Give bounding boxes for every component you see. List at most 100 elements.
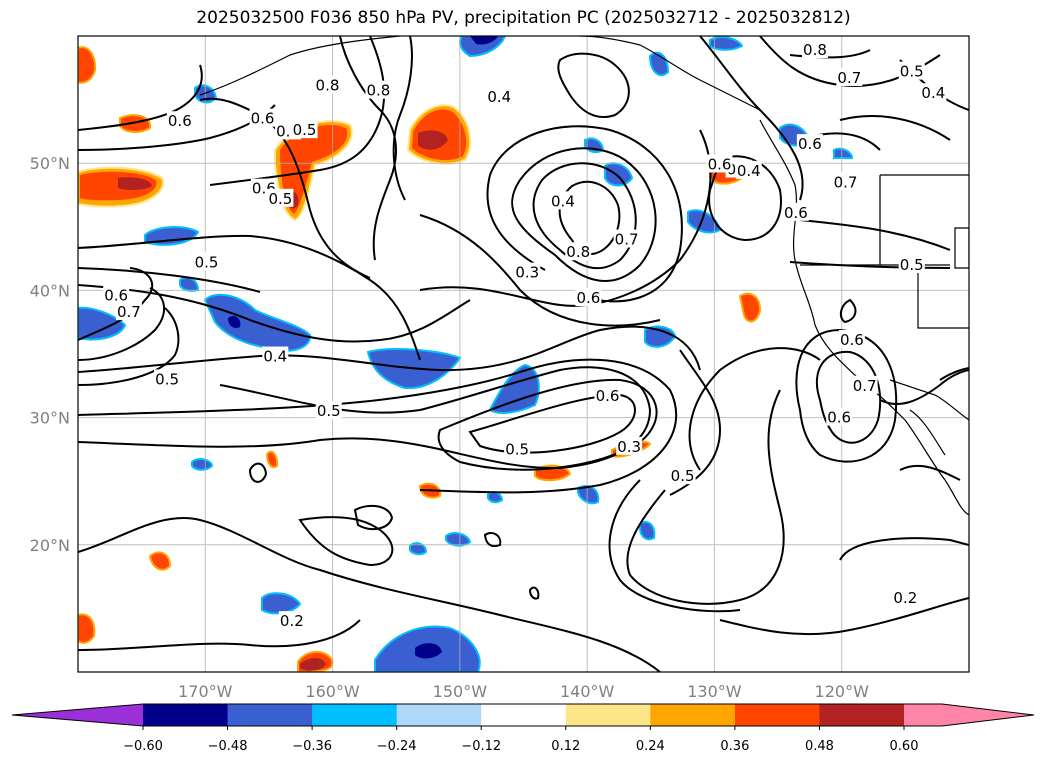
- colorbar-segment: [312, 704, 398, 726]
- contour-label-bg: [892, 588, 919, 607]
- contour-label-bg: [796, 134, 823, 153]
- contour-label-bg: [898, 61, 925, 80]
- contour-label: 0.5: [900, 256, 924, 274]
- contour-label-bg: [898, 254, 925, 273]
- contour-label: 0.3: [617, 438, 641, 456]
- contour-label-bg: [514, 262, 541, 281]
- contour-label-bg: [315, 401, 342, 420]
- contour-label: 0.2: [893, 589, 917, 607]
- contour-label: 0.5: [900, 63, 924, 81]
- plot-frame: [77, 35, 970, 673]
- contour-label-bg: [851, 375, 878, 394]
- colorbar-extend-low: [12, 704, 143, 726]
- contour-label-bg: [166, 111, 193, 130]
- contour-labels: 0.60.70.60.8 0.80.50.60.50.40.40.80.70.60…: [103, 39, 947, 630]
- contour-label: 0.8: [803, 41, 827, 59]
- contour-label: 0.2: [280, 612, 304, 630]
- y-tick-label: 30°N: [30, 409, 70, 428]
- contour-label-bg: [575, 288, 602, 307]
- colorbar-segment: [734, 704, 820, 726]
- contour-label: 0.5: [155, 370, 179, 388]
- colorbar-segment: [650, 704, 736, 726]
- contour-label: 0.5: [505, 440, 529, 458]
- x-axis-ticks: 170°W 160°W 150°W 140°W 130°W 120°W: [178, 682, 869, 701]
- contour-label-bg: [365, 80, 392, 99]
- x-tick-label: 170°W: [178, 682, 233, 701]
- contour-label-bg: [115, 302, 142, 321]
- colorbar-tick-label: 0.12: [551, 739, 580, 754]
- contour-label-bg: [278, 611, 305, 630]
- colorbar-tick-label: −0.12: [461, 739, 501, 754]
- colorbar-segment: [481, 704, 567, 726]
- precipitation-shading: [78, 36, 854, 672]
- contour-label-bg: [314, 75, 341, 94]
- colorbar: −0.60 −0.48 −0.36 −0.24 −0.12 0.12 0.24 0.36 0.4…: [11, 703, 1035, 754]
- colorbar-segment: [565, 704, 651, 726]
- x-tick-label: 160°W: [305, 682, 360, 701]
- contour-label: 0.7: [615, 231, 639, 249]
- contour-label: 0.6: [784, 204, 808, 222]
- contour-label: 0.7: [853, 377, 877, 395]
- colorbar-tick-label: 0.36: [720, 739, 749, 754]
- y-tick-label: 50°N: [30, 154, 70, 173]
- contour-label-bg: [103, 285, 130, 304]
- contour-label: 0.7: [837, 69, 861, 87]
- colorbar-tick-label: −0.36: [292, 739, 332, 754]
- y-tick-label: 40°N: [30, 281, 70, 300]
- contour-label-bg: [669, 466, 696, 485]
- x-tick-label: 130°W: [687, 682, 742, 701]
- contour-label: 0.6: [576, 289, 600, 307]
- x-tick-label: 150°W: [433, 682, 488, 701]
- contour-label: 0.6: [840, 331, 864, 349]
- colorbar-tick-label: −0.24: [377, 739, 417, 754]
- colorbar-segment: [227, 704, 313, 726]
- coastlines: [199, 36, 969, 516]
- contour-label-bg: [832, 172, 859, 191]
- contour-label-bg: [801, 39, 828, 58]
- contour-label: 0.4: [921, 84, 945, 102]
- contour-label-bg: [193, 252, 220, 271]
- contour-label: 0.6: [596, 387, 620, 405]
- contour-label-bg: [249, 108, 276, 127]
- contour-label: 0.6: [104, 286, 128, 304]
- y-tick-label: 20°N: [30, 536, 70, 555]
- contour-label-bg: [565, 242, 592, 261]
- contour-label-bg: [267, 188, 294, 207]
- contour-label: 0.5: [195, 253, 219, 271]
- contour-label-bg: [154, 369, 181, 388]
- contour-label: 0.4: [487, 88, 511, 106]
- contour-label: 0.5: [293, 121, 317, 139]
- contour-label: 0.7: [117, 303, 141, 321]
- colorbar-tick-label: −0.48: [208, 739, 248, 754]
- contour-label-bg: [549, 191, 576, 210]
- contour-label: 0.5: [268, 190, 292, 208]
- contour-label-bg: [486, 87, 513, 106]
- colorbar-tick-label: 0.60: [890, 739, 919, 754]
- contour-label-bg: [782, 202, 809, 221]
- contour-label-bg: [594, 385, 621, 404]
- colorbar-extend-high: [942, 704, 1034, 726]
- colorbar-tick-label: −0.60: [123, 739, 163, 754]
- contour-label: 0.4: [551, 192, 575, 210]
- contour-label: 0.8: [366, 82, 390, 100]
- contour-label: 0.8: [316, 77, 340, 95]
- colorbar-tick-label: 0.48: [805, 739, 834, 754]
- contour-label-bg: [836, 67, 863, 86]
- map-gridlines: [78, 36, 969, 672]
- contour-label: 0.6: [827, 409, 851, 427]
- contour-label: 0.6: [251, 110, 275, 128]
- contour-label-bg: [291, 120, 318, 139]
- colorbar-segment: [396, 704, 482, 726]
- contour-label: 0.5: [317, 402, 341, 420]
- chart-title: 2025032500 F036 850 hPa PV, precipitatio…: [196, 8, 851, 28]
- x-tick-label: 140°W: [560, 682, 615, 701]
- contour-label: 0.7: [834, 173, 858, 191]
- contour-label-bg: [920, 83, 947, 102]
- contour-label-bg: [838, 330, 865, 349]
- colorbar-segment: [819, 704, 905, 726]
- contour-label-bg: [262, 346, 289, 365]
- contour-label-bg: [613, 229, 640, 248]
- contour-label: 0.6: [168, 112, 192, 130]
- colorbar-tick-label: 0.24: [636, 739, 665, 754]
